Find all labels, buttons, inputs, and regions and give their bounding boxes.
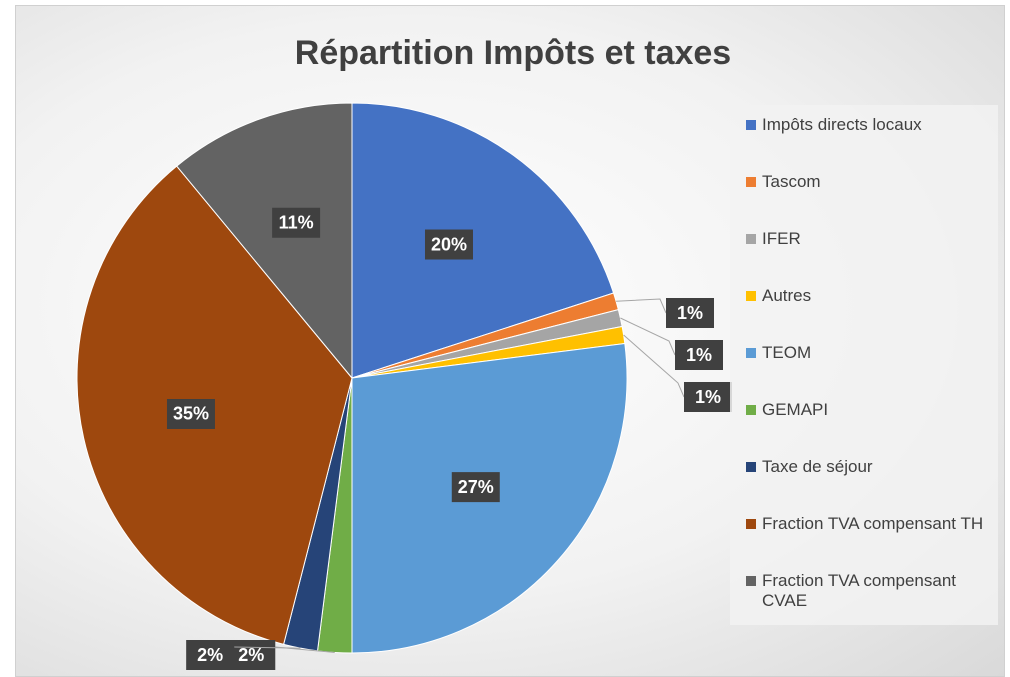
pie-slice (351, 102, 615, 379)
legend: Impôts directs locaux Tascom IFER Autres TEO… (730, 105, 998, 625)
legend-label: TEOM (762, 343, 812, 362)
data-label: 1% (695, 387, 721, 407)
legend-item: IFER (742, 229, 986, 286)
legend-swatch (746, 234, 756, 244)
data-label-box (166, 398, 215, 429)
chart-title: Répartition Impôts et taxes (295, 34, 731, 72)
legend-label: Impôts directs locaux (762, 115, 922, 134)
legend-label: Fraction TVA compensant CVAE (762, 571, 957, 610)
legend-swatch (746, 177, 756, 187)
data-label: 35% (173, 404, 209, 424)
leader-line (620, 317, 676, 356)
legend-swatch (746, 405, 756, 415)
legend-item: TEOM (742, 343, 986, 400)
legend-swatch (746, 120, 756, 130)
data-label: 27% (458, 477, 494, 497)
legend-label: Fraction TVA compensant TH (762, 514, 984, 533)
data-label: 20% (431, 234, 467, 254)
data-label-box (451, 472, 500, 503)
data-label-box (272, 207, 321, 238)
data-label: 2% (238, 645, 264, 665)
legend-item: Fraction TVA compensant TH (742, 514, 986, 571)
legend-item: Tascom (742, 172, 986, 229)
legend-swatch (746, 519, 756, 529)
data-label: 11% (279, 213, 314, 233)
legend-item: Impôts directs locaux (742, 115, 986, 172)
data-label-box (684, 382, 732, 412)
legend-label: Taxe de séjour (762, 457, 873, 476)
legend-item: GEMAPI (742, 400, 986, 457)
legend-swatch (746, 291, 756, 301)
data-label-box (675, 340, 723, 370)
legend-item: Fraction TVA compensant CVAE (742, 571, 986, 628)
legend-label: Autres (762, 286, 812, 305)
legend-swatch (746, 576, 756, 586)
data-label-box (424, 229, 473, 260)
legend-swatch (746, 462, 756, 472)
legend-label: Tascom (762, 172, 821, 191)
leader-line (616, 298, 667, 314)
data-label-box (666, 298, 714, 328)
data-label: 2% (197, 645, 223, 665)
leader-line (234, 646, 301, 649)
data-label-box (186, 640, 235, 670)
legend-item: Taxe de séjour (742, 457, 986, 514)
pie-slice (176, 102, 353, 380)
legend-item: Autres (742, 286, 986, 343)
legend-label: GEMAPI (762, 400, 829, 419)
data-label-box (227, 640, 276, 670)
data-label: 1% (677, 303, 703, 323)
legend-swatch (746, 348, 756, 358)
data-label: 1% (686, 345, 712, 365)
legend-label: IFER (762, 229, 801, 248)
leader-line (623, 334, 685, 398)
